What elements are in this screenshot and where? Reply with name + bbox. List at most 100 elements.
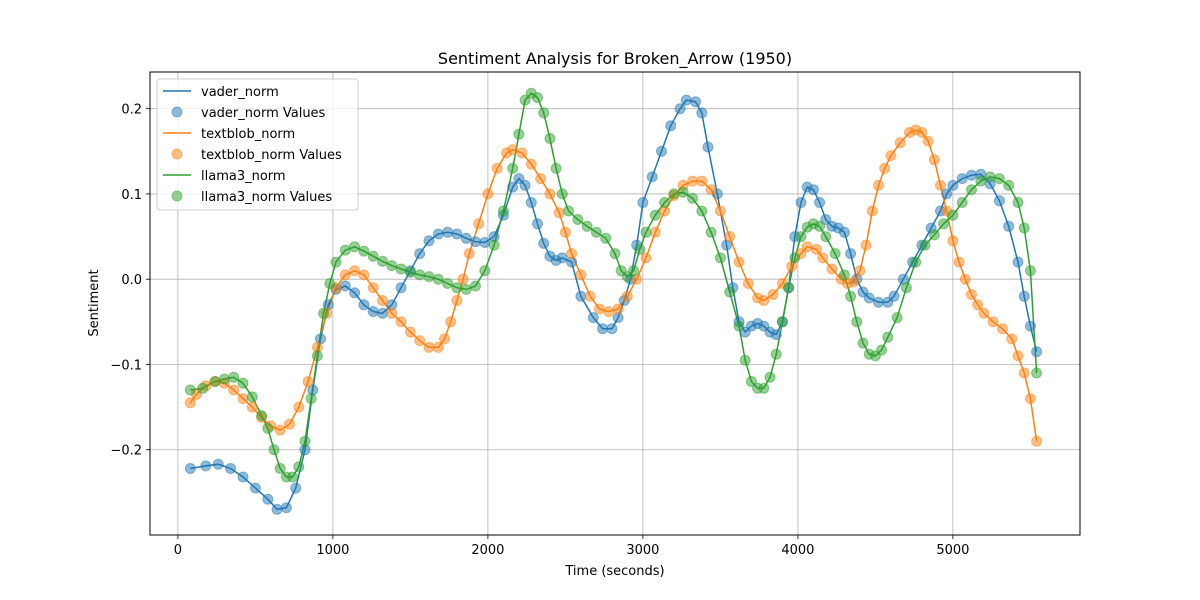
data-point bbox=[714, 205, 726, 217]
data-point bbox=[705, 226, 717, 238]
data-point bbox=[349, 287, 361, 299]
data-point bbox=[460, 283, 472, 295]
data-point bbox=[358, 245, 370, 257]
data-point bbox=[845, 290, 857, 302]
data-point bbox=[966, 169, 977, 181]
data-point bbox=[829, 248, 841, 260]
data-point bbox=[770, 329, 782, 341]
data-point bbox=[966, 184, 977, 196]
x-axis-label: Time (seconds) bbox=[564, 564, 664, 579]
data-point bbox=[268, 444, 280, 456]
data-point bbox=[237, 377, 249, 389]
data-point bbox=[318, 307, 330, 319]
data-point bbox=[947, 235, 959, 247]
data-point bbox=[938, 218, 950, 230]
data-point bbox=[293, 461, 305, 473]
data-point bbox=[600, 232, 612, 244]
data-point bbox=[916, 127, 928, 138]
data-point bbox=[956, 173, 968, 185]
data-point bbox=[900, 282, 912, 294]
x-tick-label: 3000 bbox=[626, 543, 659, 558]
data-point bbox=[507, 181, 519, 193]
data-point bbox=[470, 280, 481, 292]
data-point bbox=[470, 236, 481, 248]
data-point bbox=[538, 107, 550, 119]
legend-label: vader_norm bbox=[201, 85, 279, 100]
data-point bbox=[414, 335, 426, 347]
data-point bbox=[367, 250, 379, 262]
data-point bbox=[597, 323, 609, 335]
data-point bbox=[705, 184, 717, 196]
data-point bbox=[873, 296, 884, 308]
data-point bbox=[714, 252, 726, 264]
data-point bbox=[1018, 367, 1030, 379]
data-point bbox=[525, 197, 537, 208]
data-point bbox=[696, 175, 708, 187]
data-point bbox=[795, 197, 807, 208]
data-point bbox=[538, 237, 550, 249]
data-point bbox=[758, 382, 770, 394]
data-point bbox=[377, 295, 388, 306]
data-point bbox=[299, 435, 311, 447]
y-tick-label: 0.0 bbox=[121, 273, 142, 288]
data-point bbox=[256, 410, 268, 422]
data-point bbox=[863, 292, 875, 304]
data-point bbox=[395, 316, 407, 328]
data-point bbox=[997, 323, 1008, 335]
data-point bbox=[687, 192, 698, 204]
data-point bbox=[200, 460, 212, 472]
data-point bbox=[814, 220, 826, 232]
x-tick-label: 1000 bbox=[316, 543, 349, 558]
data-point bbox=[197, 382, 209, 394]
data-point bbox=[742, 278, 754, 289]
data-point bbox=[535, 173, 547, 185]
data-point bbox=[984, 171, 996, 183]
data-point bbox=[789, 252, 801, 264]
data-point bbox=[659, 197, 671, 208]
data-point bbox=[879, 162, 891, 174]
data-point bbox=[513, 173, 525, 185]
data-point bbox=[451, 295, 463, 306]
data-point bbox=[975, 175, 987, 187]
data-point bbox=[739, 354, 751, 366]
data-point bbox=[293, 401, 305, 413]
data-point bbox=[249, 482, 261, 494]
series-layer bbox=[184, 87, 1043, 515]
data-point bbox=[866, 205, 878, 217]
data-point bbox=[1012, 197, 1024, 208]
data-point bbox=[358, 299, 370, 311]
data-point bbox=[302, 376, 314, 387]
data-point bbox=[572, 214, 584, 225]
data-point bbox=[807, 184, 819, 196]
data-point bbox=[367, 306, 379, 318]
data-point bbox=[439, 333, 450, 345]
data-point bbox=[556, 252, 568, 264]
data-point bbox=[993, 195, 1005, 207]
data-point bbox=[1024, 320, 1036, 332]
data-point bbox=[184, 384, 196, 396]
data-point bbox=[612, 303, 624, 315]
x-tick-label: 4000 bbox=[781, 543, 814, 558]
data-point bbox=[854, 265, 866, 277]
data-point bbox=[218, 373, 230, 385]
data-point bbox=[776, 316, 788, 328]
data-point bbox=[826, 263, 838, 275]
data-point bbox=[432, 228, 444, 240]
data-point bbox=[575, 269, 587, 281]
data-point bbox=[1018, 290, 1030, 302]
data-point bbox=[516, 147, 528, 159]
data-point bbox=[184, 463, 196, 474]
data-point bbox=[1031, 435, 1043, 447]
data-point bbox=[680, 94, 692, 106]
data-point bbox=[445, 316, 457, 328]
data-point bbox=[324, 278, 336, 289]
data-point bbox=[770, 348, 782, 360]
y-tick-label: 0.1 bbox=[121, 188, 142, 203]
data-point bbox=[935, 179, 946, 191]
data-point bbox=[928, 154, 940, 166]
data-point bbox=[587, 312, 599, 324]
data-point bbox=[646, 171, 658, 183]
data-point bbox=[978, 307, 990, 319]
data-point bbox=[665, 120, 677, 132]
